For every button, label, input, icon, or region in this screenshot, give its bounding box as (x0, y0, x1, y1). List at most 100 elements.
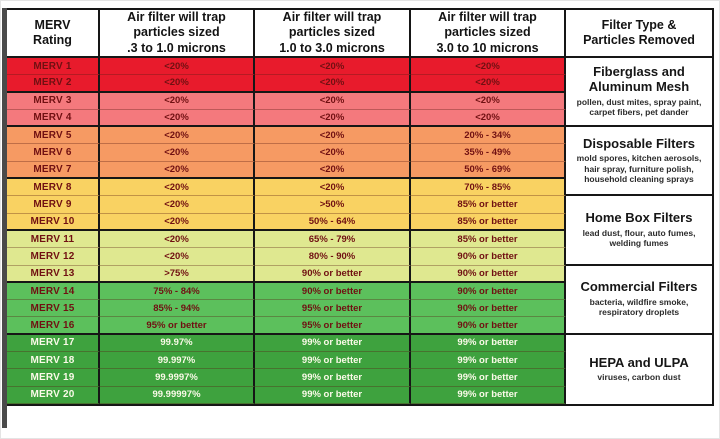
value-cell-03-10-microns: <20% (100, 161, 255, 180)
value-cell-30-100-microns: 90% or better (411, 300, 566, 318)
value-cell-30-100-microns: 99% or better (411, 369, 566, 387)
value-cell-03-10-microns: <20% (100, 213, 255, 231)
value-cell-10-30-microns: >50% (255, 196, 411, 214)
filter-group-particles: pollen, dust mites, spray paint, carpet … (576, 96, 702, 118)
value-cell-30-100-microns: 85% or better (411, 230, 566, 249)
value-cell-03-10-microns: <20% (100, 144, 255, 162)
filter-group-title: HEPA and ULPA (589, 354, 689, 370)
filter-group-title: Home Box Filters (585, 210, 693, 226)
value-cell-03-10-microns: 99.9997% (100, 369, 255, 387)
value-cell-30-100-microns: 20% - 34% (411, 127, 566, 145)
merv-rating-cell: MERV 16 (7, 317, 100, 335)
merv-rating-cell: MERV 2 (7, 75, 100, 93)
value-cell-03-10-microns: 75% - 84% (100, 282, 255, 301)
header-trap-03-10-microns: Air filter will trap particles sized .3 … (100, 10, 255, 58)
value-cell-30-100-microns: 85% or better (411, 196, 566, 214)
value-cell-03-10-microns: 99.99997% (100, 386, 255, 404)
value-cell-30-100-microns: 99% or better (411, 352, 566, 370)
value-cell-10-30-microns: <20% (255, 109, 411, 128)
filter-group-box: Fiberglass and Aluminum Mesh pollen, dust… (566, 58, 712, 128)
value-cell-30-100-microns: 85% or better (411, 213, 566, 231)
value-cell-10-30-microns: 99% or better (255, 334, 411, 353)
value-cell-30-100-microns: 90% or better (411, 248, 566, 266)
value-cell-03-10-microns: <20% (100, 127, 255, 145)
value-cell-10-30-microns: <20% (255, 179, 411, 197)
merv-rating-cell: MERV 1 (7, 58, 100, 76)
filter-group-particles: mold spores, kitchen aerosols, hair spra… (576, 153, 702, 185)
value-cell-30-100-microns: 90% or better (411, 282, 566, 301)
value-cell-30-100-microns: 70% - 85% (411, 179, 566, 197)
value-cell-03-10-microns: <20% (100, 92, 255, 110)
value-cell-30-100-microns: <20% (411, 92, 566, 110)
filter-group-particles: bacteria, wildfire smoke, respiratory dr… (589, 296, 689, 318)
value-cell-10-30-microns: <20% (255, 75, 411, 93)
merv-table: MERV Rating Air filter will trap particl… (7, 8, 714, 406)
value-cell-10-30-microns: 99% or better (255, 352, 411, 370)
value-cell-10-30-microns: 90% or better (255, 282, 411, 301)
value-cell-10-30-microns: 99% or better (255, 386, 411, 404)
value-cell-30-100-microns: 99% or better (411, 386, 566, 404)
value-cell-30-100-microns: 50% - 69% (411, 161, 566, 180)
header-trap-10-30-microns: Air filter will trap particles sized 1.0… (255, 10, 411, 58)
value-cell-03-10-microns: <20% (100, 75, 255, 93)
value-cell-30-100-microns: <20% (411, 58, 566, 76)
value-cell-10-30-microns: <20% (255, 161, 411, 180)
value-cell-10-30-microns: 50% - 64% (255, 213, 411, 231)
value-cell-10-30-microns: 80% - 90% (255, 248, 411, 266)
merv-rating-cell: MERV 19 (7, 369, 100, 387)
filter-group-box: Commercial Filters bacteria, wildfire smo… (566, 265, 712, 335)
filter-group-title: Fiberglass and Aluminum Mesh (588, 64, 690, 94)
value-cell-03-10-microns: >75% (100, 265, 255, 283)
value-cell-03-10-microns: 95% or better (100, 317, 255, 335)
merv-rating-cell: MERV 5 (7, 127, 100, 145)
merv-rating-cell: MERV 6 (7, 144, 100, 162)
merv-rating-cell: MERV 20 (7, 386, 100, 404)
value-cell-30-100-microns: <20% (411, 109, 566, 128)
value-cell-10-30-microns: 95% or better (255, 300, 411, 318)
merv-rating-cell: MERV 17 (7, 334, 100, 353)
merv-rating-cell: MERV 3 (7, 92, 100, 110)
value-cell-03-10-microns: <20% (100, 230, 255, 249)
merv-rating-cell: MERV 10 (7, 213, 100, 231)
merv-rating-cell: MERV 13 (7, 265, 100, 283)
value-cell-03-10-microns: <20% (100, 109, 255, 128)
merv-rating-cell: MERV 11 (7, 230, 100, 249)
value-cell-30-100-microns: 35% - 49% (411, 144, 566, 162)
merv-rating-cell: MERV 9 (7, 196, 100, 214)
value-cell-30-100-microns: 90% or better (411, 317, 566, 335)
value-cell-30-100-microns: 90% or better (411, 265, 566, 283)
value-cell-10-30-microns: 99% or better (255, 369, 411, 387)
value-cell-03-10-microns: 85% - 94% (100, 300, 255, 318)
merv-rating-cell: MERV 8 (7, 179, 100, 197)
filter-group-box: Home Box Filters lead dust, flour, auto f… (566, 196, 712, 266)
value-cell-03-10-microns: <20% (100, 196, 255, 214)
value-cell-03-10-microns: <20% (100, 179, 255, 197)
value-cell-03-10-microns: <20% (100, 58, 255, 76)
value-cell-30-100-microns: <20% (411, 75, 566, 93)
header-merv-rating: MERV Rating (7, 10, 100, 58)
merv-rating-cell: MERV 15 (7, 300, 100, 318)
merv-rating-cell: MERV 18 (7, 352, 100, 370)
header-filter-type: Filter Type & Particles Removed (566, 10, 712, 58)
value-cell-10-30-microns: <20% (255, 92, 411, 110)
value-cell-10-30-microns: 65% - 79% (255, 230, 411, 249)
value-cell-03-10-microns: <20% (100, 248, 255, 266)
filter-group-title: Commercial Filters (580, 279, 698, 295)
merv-rating-cell: MERV 14 (7, 282, 100, 301)
value-cell-10-30-microns: 90% or better (255, 265, 411, 283)
table-left-border-bar (2, 8, 7, 428)
value-cell-10-30-microns: <20% (255, 58, 411, 76)
filter-group-box: HEPA and ULPA viruses, carbon dust (566, 334, 712, 404)
filter-group-title: Disposable Filters (583, 135, 695, 151)
value-cell-03-10-microns: 99.997% (100, 352, 255, 370)
value-cell-03-10-microns: 99.97% (100, 334, 255, 353)
merv-rating-cell: MERV 7 (7, 161, 100, 180)
filter-group-particles: viruses, carbon dust (597, 372, 681, 383)
value-cell-10-30-microns: <20% (255, 127, 411, 145)
filter-group-box: Disposable Filters mold spores, kitchen a… (566, 127, 712, 197)
filter-group-particles: lead dust, flour, auto fumes, welding fu… (582, 227, 696, 249)
value-cell-10-30-microns: <20% (255, 144, 411, 162)
merv-rating-cell: MERV 4 (7, 109, 100, 128)
merv-rating-cell: MERV 12 (7, 248, 100, 266)
value-cell-10-30-microns: 95% or better (255, 317, 411, 335)
